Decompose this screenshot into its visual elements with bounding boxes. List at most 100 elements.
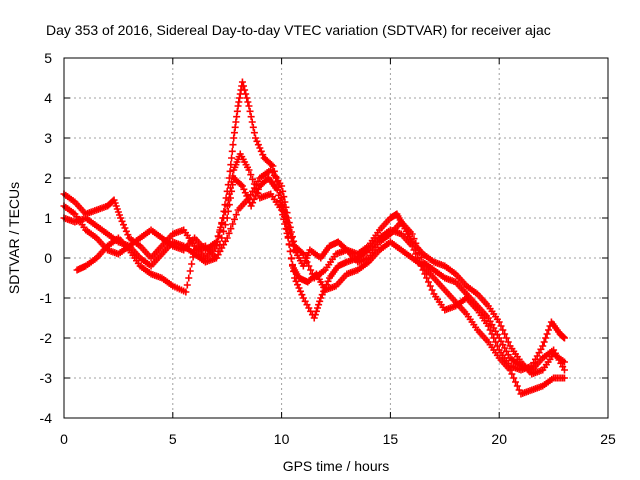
data-point-interp — [374, 229, 382, 237]
data-point-interp — [307, 266, 315, 274]
data-point-interp — [256, 144, 264, 152]
data-point-interp — [167, 232, 175, 240]
data-point-interp — [244, 163, 252, 171]
data-point-interp — [406, 253, 414, 261]
data-point-interp — [286, 223, 294, 231]
data-point-interp — [226, 167, 234, 175]
data-point-interp — [241, 86, 249, 94]
data-point-interp — [472, 289, 480, 297]
data-point-interp — [183, 281, 191, 289]
data-point-interp — [251, 192, 259, 200]
data-point-interp — [69, 197, 77, 205]
data-point-interp — [426, 282, 434, 290]
data-point-interp — [186, 267, 194, 275]
data-point-interp — [486, 326, 494, 334]
data-point-interp — [229, 181, 237, 189]
data-point-interp — [276, 197, 284, 205]
data-point-interp — [283, 209, 291, 217]
data-point-interp — [410, 246, 418, 254]
data-point-interp — [385, 231, 393, 239]
data-point-interp — [295, 284, 303, 292]
data-point-interp — [226, 194, 234, 202]
data-point — [317, 294, 325, 302]
data-point-interp — [330, 253, 338, 261]
data-point-interp — [363, 247, 371, 255]
data-point-interp — [311, 311, 319, 319]
data-point-interp — [428, 286, 436, 294]
data-point-interp — [298, 249, 306, 257]
data-point-interp — [483, 336, 491, 344]
data-point-interp — [248, 118, 256, 126]
data-point — [223, 214, 231, 222]
data-point-interp — [504, 338, 512, 346]
data-point-interp — [288, 233, 296, 241]
data-point-interp — [417, 253, 425, 261]
data-point-interp — [412, 250, 420, 258]
data-point-interp — [185, 274, 193, 282]
data-point-interp — [246, 107, 254, 115]
data-point-interp — [483, 300, 491, 308]
data-point-interp — [315, 301, 323, 309]
data-point-interp — [285, 240, 293, 248]
data-point-interp — [119, 221, 127, 229]
data-point-interp — [406, 228, 414, 236]
data-point-interp — [156, 244, 164, 252]
data-point-interp — [225, 201, 233, 209]
data-point-interp — [216, 226, 224, 234]
data-point-interp — [265, 191, 273, 199]
data-point-interp — [513, 382, 521, 390]
data-point-interp — [227, 225, 235, 233]
x-tick-label: 25 — [600, 431, 616, 447]
data-point — [251, 134, 259, 142]
data-point-interp — [91, 207, 99, 215]
data-point-interp — [236, 179, 244, 187]
data-point-interp — [543, 330, 551, 338]
data-point-interp — [537, 383, 545, 391]
data-point-interp — [224, 207, 232, 215]
x-tick-label: 0 — [60, 431, 68, 447]
data-point-interp — [122, 227, 130, 235]
data-point — [284, 214, 292, 222]
data-point-interp — [253, 189, 261, 197]
data-point-interp — [374, 241, 382, 249]
data-point-interp — [220, 227, 228, 235]
data-point-interp — [497, 322, 505, 330]
data-point-interp — [118, 217, 126, 225]
data-point-interp — [330, 283, 338, 291]
data-point-interp — [548, 375, 556, 383]
data-point-interp — [287, 228, 295, 236]
data-point-interp — [395, 229, 403, 237]
data-point-interp — [483, 319, 491, 327]
data-point-interp — [499, 326, 507, 334]
data-point-interp — [395, 245, 403, 253]
data-point-interp — [526, 387, 534, 395]
data-point-interp — [296, 287, 304, 295]
data-point-interp — [286, 247, 294, 255]
data-point-interp — [472, 323, 480, 331]
data-point-interp — [240, 185, 248, 193]
data-point-interp — [312, 307, 320, 315]
data-point-interp — [214, 232, 222, 240]
data-point-interp — [308, 270, 316, 278]
data-point-interp — [115, 211, 123, 219]
data-point-interp — [282, 203, 290, 211]
y-tick-label: 1 — [44, 210, 52, 226]
data-point-interp — [275, 191, 283, 199]
data-point-interp — [211, 255, 219, 263]
data-point-interp — [249, 199, 257, 207]
data-point-interp — [280, 193, 288, 201]
grid-lines — [64, 58, 608, 418]
data-point-interp — [276, 179, 284, 187]
data-point-interp — [230, 215, 238, 223]
data-point-interp — [266, 159, 274, 167]
data-point-interp — [493, 315, 501, 323]
data-point-interp — [228, 187, 236, 195]
data-point-interp — [211, 239, 219, 247]
data-point-interp — [265, 167, 273, 175]
data-point-interp — [247, 171, 255, 179]
data-point-interp — [91, 255, 99, 263]
data-point-interp — [232, 211, 240, 219]
data-point-interp — [363, 255, 371, 263]
series-track-d — [60, 166, 568, 374]
